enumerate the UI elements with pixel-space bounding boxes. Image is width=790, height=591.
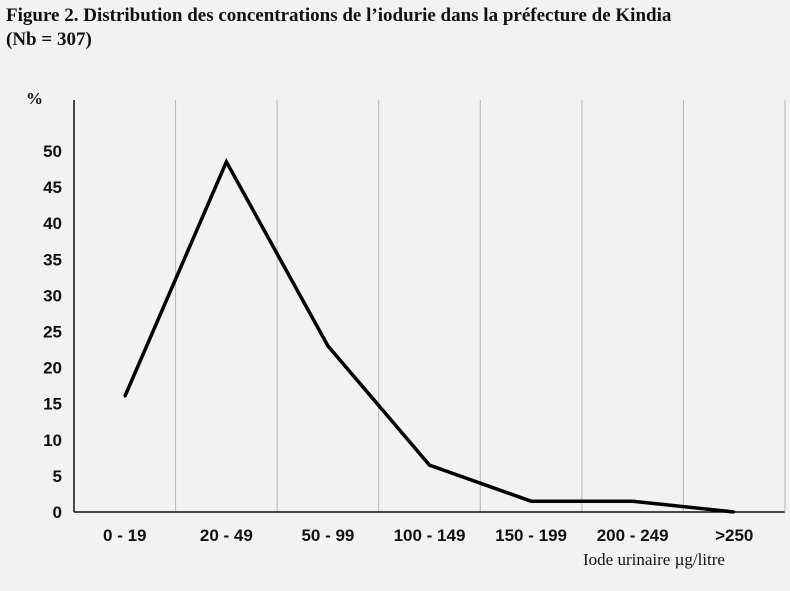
y-tick-label: 50 — [43, 142, 62, 161]
data-point — [529, 499, 533, 503]
axes — [73, 100, 786, 513]
data-point — [631, 499, 634, 503]
y-tick-label: 35 — [43, 250, 62, 269]
figure-title-line-2: (Nb = 307) — [6, 29, 92, 50]
y-tick-label: 5 — [53, 467, 62, 486]
x-tick-label: 20 - 49 — [200, 526, 253, 545]
x-tick-label: 200 - 249 — [597, 526, 669, 545]
y-axis-label: % — [26, 89, 43, 108]
y-tick-label: 45 — [43, 178, 62, 197]
x-tick-labels: 0 - 19 20 - 49 50 - 99 100 - 149 150 - 199 20… — [103, 526, 753, 545]
x-tick-label: 0 - 19 — [103, 526, 146, 545]
x-axis-label: Iode urinaire µg/litre — [583, 550, 725, 569]
x-tick-label: 100 - 149 — [394, 526, 466, 545]
y-tick-label: 25 — [43, 323, 62, 342]
data-point — [428, 463, 431, 467]
grid-lines — [175, 100, 684, 512]
series-line — [123, 157, 735, 514]
y-tick-label: 0 — [53, 503, 62, 522]
data-point — [225, 160, 228, 164]
y-tick-label: 15 — [43, 395, 62, 414]
y-tick-label: 40 — [43, 214, 62, 233]
y-tick-label: 10 — [43, 431, 62, 450]
x-tick-label: 150 - 199 — [495, 526, 567, 545]
y-tick-label: 20 — [43, 359, 62, 378]
figure-title: Figure 2. Distribution des concentration… — [6, 4, 786, 52]
figure-title-line-1: Figure 2. Distribution des concentration… — [6, 5, 672, 26]
data-point — [326, 344, 330, 348]
y-tick-label: 30 — [43, 286, 62, 305]
y-tick-labels: 0 5 10 15 20 25 30 35 40 45 50 — [43, 142, 62, 522]
x-tick-label: 50 - 99 — [301, 526, 354, 545]
data-point — [123, 395, 126, 398]
series-group — [123, 157, 736, 514]
x-tick-label: >250 — [715, 526, 753, 545]
data-point — [733, 510, 736, 514]
